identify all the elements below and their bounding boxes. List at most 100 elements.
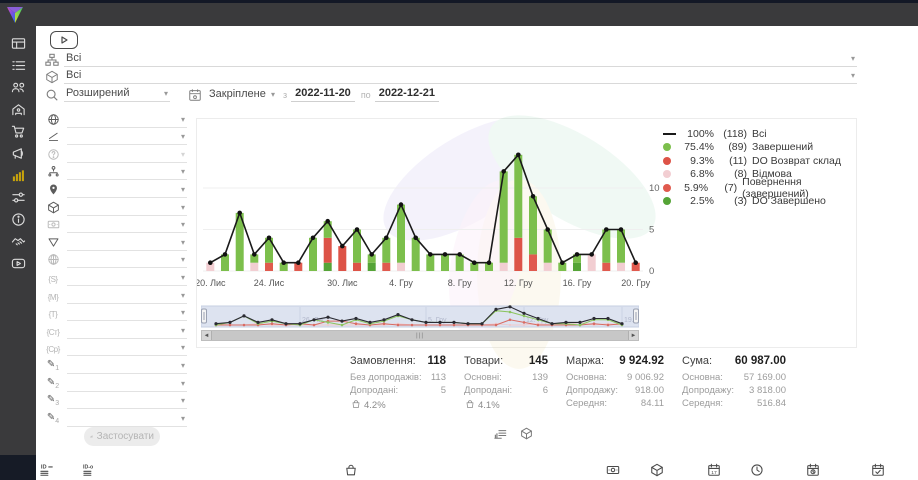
sidebar-item-company[interactable]	[7, 101, 29, 117]
view-toggle-cube[interactable]	[520, 427, 533, 440]
chevron-down-icon: ▾	[180, 396, 185, 406]
sidebar-item-announce[interactable]	[7, 145, 29, 161]
apply-button[interactable]: Застосувати	[84, 427, 160, 446]
orders-stacked-bar-chart[interactable]: 0 5 10 20. Лис 24. Лис 30. Лис 4. Гру 8. Гру 12.…	[197, 119, 667, 295]
stat-subrow: Допродажу: 918.00	[566, 385, 664, 396]
filter-select[interactable]: ▾	[67, 203, 187, 216]
source-filter-select[interactable]: Всі ▾	[64, 52, 857, 67]
chevron-down-icon: ▾	[180, 220, 185, 230]
level-icon	[45, 130, 61, 145]
video-hint-button[interactable]	[50, 31, 78, 49]
filter-select[interactable]: ▾	[67, 150, 187, 163]
filter-select[interactable]: ▾	[67, 273, 187, 286]
chevron-down-icon: ▾	[180, 360, 185, 370]
column-header-banknote[interactable]	[606, 463, 620, 477]
legend-item[interactable]: 100% (118) Всі	[663, 127, 856, 141]
product-filter-select[interactable]: Всі ▾	[64, 69, 857, 84]
stat-value: 60 987.00	[734, 355, 786, 367]
legend-item[interactable]: 75.4% (89) Завершений	[663, 141, 856, 155]
product-filter-value: Всі	[66, 69, 82, 81]
chevron-down-icon: ▾	[850, 54, 855, 63]
search-mode-value: Розширений	[66, 87, 130, 99]
video-tutorial-icon	[11, 256, 26, 271]
chevron-down-icon: ▾	[180, 255, 185, 265]
filter-row-pencil-2: ✎2 ▾	[45, 374, 187, 392]
chevron-down-icon: ▾	[180, 149, 185, 159]
column-header-calendar-check[interactable]	[871, 463, 885, 477]
sidebar-item-dashboard-panel[interactable]	[7, 35, 29, 51]
filter-select[interactable]: ▾	[67, 132, 187, 146]
stat-subrow: Основна: 57 169.00	[682, 372, 786, 383]
chevron-down-icon: ▾	[163, 89, 168, 98]
filter-select[interactable]: ▾	[67, 343, 187, 357]
column-header-cube[interactable]	[650, 463, 664, 477]
stat-column: Сума: 60 987.00 Основна: 57 169.00 Допродажу…	[682, 355, 786, 411]
filter-row-pencil-3: ✎3 ▾	[45, 392, 187, 410]
filter-select[interactable]: ▾	[67, 396, 187, 410]
filter-select[interactable]: ▾	[67, 379, 187, 392]
column-header-bag[interactable]	[344, 463, 358, 477]
stat-subrow: Допродані: 6	[464, 385, 548, 396]
chevron-down-icon: ▾	[180, 272, 185, 282]
filter-row-brace-T: {T} ▾	[45, 304, 187, 322]
sidebar-item-partners[interactable]	[7, 233, 29, 249]
legend-item[interactable]: 2.5% (3) DO Завершено	[663, 195, 856, 209]
svg-text:20. Гру: 20. Гру	[621, 278, 650, 288]
source-filter-value: Всі	[66, 52, 82, 64]
column-header-calendar-date[interactable]: 17	[707, 463, 721, 477]
dashboard-panel-icon	[11, 36, 26, 51]
bag-icon	[350, 399, 361, 411]
scroll-left-arrow[interactable]: ◄	[203, 332, 210, 339]
sidebar-item-cart[interactable]	[7, 123, 29, 139]
filter-row-globe: ▾	[45, 110, 187, 128]
sidebar-item-orders-list[interactable]	[7, 57, 29, 73]
date-to-label: по	[360, 90, 371, 100]
period-mode-select[interactable]: Закріплене ▾	[207, 88, 277, 102]
sidebar-item-video-tutorial[interactable]	[7, 255, 29, 271]
filter-select[interactable]: ▾	[67, 115, 187, 128]
stat-title: Сума:	[682, 355, 713, 367]
scroll-right-arrow[interactable]: ►	[630, 332, 637, 339]
navigator-left-handle[interactable]	[201, 308, 207, 324]
sidebar-item-info[interactable]	[7, 211, 29, 227]
filter-row-funnel: ▾	[45, 233, 187, 251]
filter-select[interactable]: ▾	[67, 185, 187, 198]
sidebar-item-settings-sliders[interactable]	[7, 189, 29, 205]
app-logo-icon[interactable]	[5, 4, 25, 26]
svg-text:24. Лис: 24. Лис	[254, 278, 285, 288]
chart-scrollbar[interactable]: ◄ ||| ►	[201, 330, 639, 341]
date-from-input[interactable]: 2022-11-20	[291, 87, 355, 102]
filter-select[interactable]: ▾	[67, 238, 187, 251]
scrollbar-thumb[interactable]: |||	[211, 331, 629, 340]
filter-row-box: ▾	[45, 198, 187, 216]
navigator-right-handle[interactable]	[633, 308, 639, 324]
view-toggle-list-analytics[interactable]	[494, 427, 507, 440]
sidebar-item-customers[interactable]	[7, 79, 29, 95]
column-header-clock[interactable]	[750, 463, 764, 477]
column-header-id-list[interactable]: ID	[40, 463, 54, 477]
box-icon	[45, 201, 61, 216]
dot-marker	[663, 170, 671, 179]
filter-select[interactable]: ▾	[67, 167, 187, 181]
filter-select[interactable]: ▾	[67, 361, 187, 374]
filter-select[interactable]: ▾	[67, 308, 187, 322]
column-header-id-circle[interactable]: ID-o	[83, 463, 97, 477]
announce-icon	[11, 146, 26, 161]
filter-select[interactable]: ▾	[67, 255, 187, 269]
column-header-calendar-clock[interactable]	[806, 463, 820, 477]
dot-marker	[663, 156, 671, 165]
filter-select[interactable]: ▾	[67, 414, 187, 427]
chevron-down-icon: ▾	[180, 325, 185, 335]
filter-select[interactable]: ▾	[67, 220, 187, 234]
sidebar-item-analytics-chart[interactable]	[7, 167, 29, 183]
filter-select[interactable]: ▾	[67, 291, 187, 304]
legend-item[interactable]: 6.8% (8) Відмова	[663, 168, 856, 182]
legend-item[interactable]: 9.3% (11) DO Возврат склад	[663, 154, 856, 168]
legend-item[interactable]: 5.9% (7) Повернення (завершений)	[663, 176, 856, 200]
pencil-icon: ✎2	[46, 376, 60, 390]
filter-select[interactable]: ▾	[67, 326, 187, 339]
date-to-input[interactable]: 2022-12-21	[374, 87, 439, 102]
search-mode-select[interactable]: Розширений ▾	[64, 87, 170, 102]
chevron-down-icon: ▾	[180, 114, 185, 124]
